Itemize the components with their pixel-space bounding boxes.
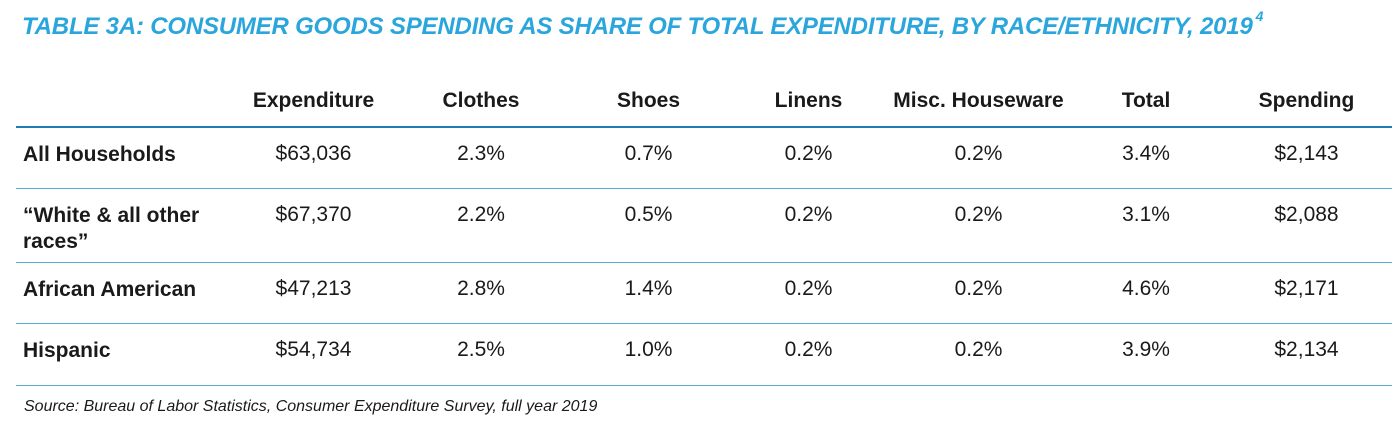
header-row: Expenditure Clothes Shoes Linens Misc. H… — [16, 76, 1392, 128]
cell-expenditure: $63,036 — [231, 127, 396, 189]
table-title-text: TABLE 3A: CONSUMER GOODS SPENDING AS SHA… — [22, 13, 1253, 40]
cell-linens: 0.2% — [731, 188, 886, 263]
cell-shoes: 0.5% — [566, 188, 731, 263]
row-label: “White & all other races” — [16, 188, 231, 263]
column-header-linens: Linens — [731, 76, 886, 128]
source-note: Source: Bureau of Labor Statistics, Cons… — [24, 398, 598, 415]
column-header-label — [16, 76, 231, 128]
cell-total: 3.1% — [1071, 188, 1221, 263]
cell-clothes: 2.2% — [396, 188, 566, 263]
cell-spending: $2,134 — [1221, 323, 1392, 386]
title-footnote-marker: 4 — [1255, 8, 1264, 24]
spending-table: Expenditure Clothes Shoes Linens Misc. H… — [16, 76, 1392, 386]
cell-spending: $2,143 — [1221, 127, 1392, 189]
column-header-spending: Spending — [1221, 76, 1392, 128]
cell-shoes: 0.7% — [566, 127, 731, 189]
table-row: African American $47,213 2.8% 1.4% 0.2% … — [16, 262, 1392, 324]
cell-expenditure: $54,734 — [231, 323, 396, 386]
cell-misc-houseware: 0.2% — [886, 323, 1071, 386]
cell-linens: 0.2% — [731, 127, 886, 189]
row-label: Hispanic — [16, 323, 231, 386]
row-label: African American — [16, 262, 231, 324]
column-header-misc-houseware: Misc. Houseware — [886, 76, 1071, 128]
cell-clothes: 2.5% — [396, 323, 566, 386]
cell-linens: 0.2% — [731, 262, 886, 324]
column-header-clothes: Clothes — [396, 76, 566, 128]
cell-shoes: 1.0% — [566, 323, 731, 386]
table-row: All Households $63,036 2.3% 0.7% 0.2% 0.… — [16, 127, 1392, 189]
column-header-shoes: Shoes — [566, 76, 731, 128]
cell-expenditure: $67,370 — [231, 188, 396, 263]
table-title: TABLE 3A: CONSUMER GOODS SPENDING AS SHA… — [22, 8, 1263, 41]
cell-shoes: 1.4% — [566, 262, 731, 324]
cell-clothes: 2.3% — [396, 127, 566, 189]
cell-total: 4.6% — [1071, 262, 1221, 324]
cell-total: 3.9% — [1071, 323, 1221, 386]
cell-misc-houseware: 0.2% — [886, 188, 1071, 263]
cell-total: 3.4% — [1071, 127, 1221, 189]
table-row: Hispanic $54,734 2.5% 1.0% 0.2% 0.2% 3.9… — [16, 323, 1392, 386]
cell-spending: $2,171 — [1221, 262, 1392, 324]
cell-spending: $2,088 — [1221, 188, 1392, 263]
cell-misc-houseware: 0.2% — [886, 127, 1071, 189]
column-header-expenditure: Expenditure — [231, 76, 396, 128]
row-label: All Households — [16, 127, 231, 189]
cell-misc-houseware: 0.2% — [886, 262, 1071, 324]
cell-linens: 0.2% — [731, 323, 886, 386]
cell-clothes: 2.8% — [396, 262, 566, 324]
cell-expenditure: $47,213 — [231, 262, 396, 324]
column-header-total: Total — [1071, 76, 1221, 128]
table-row: “White & all other races” $67,370 2.2% 0… — [16, 188, 1392, 263]
